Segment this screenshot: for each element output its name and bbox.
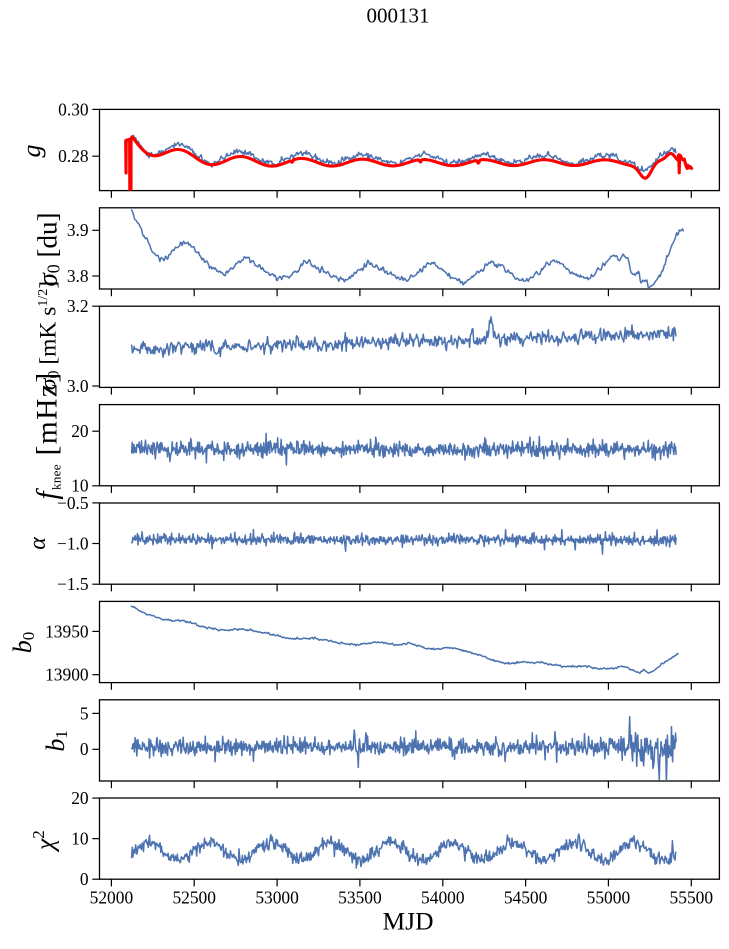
svg-text:000131: 000131 bbox=[367, 4, 430, 28]
svg-text:g: g bbox=[17, 145, 46, 158]
svg-text:α: α bbox=[25, 537, 51, 550]
svg-text:3.0: 3.0 bbox=[67, 376, 89, 396]
svg-text:52500: 52500 bbox=[172, 888, 216, 908]
svg-text:3.8: 3.8 bbox=[67, 266, 89, 286]
svg-text:55500: 55500 bbox=[670, 888, 714, 908]
svg-text:54500: 54500 bbox=[504, 888, 548, 908]
svg-text:55000: 55000 bbox=[587, 888, 631, 908]
svg-text:σ0 [mK s1/2]: σ0 [mK s1/2] bbox=[36, 281, 63, 390]
svg-text:13950: 13950 bbox=[45, 621, 89, 641]
svg-text:54000: 54000 bbox=[421, 888, 465, 908]
svg-text:0.28: 0.28 bbox=[58, 146, 89, 166]
svg-text:20: 20 bbox=[71, 421, 89, 441]
svg-text:−1.5: −1.5 bbox=[57, 574, 89, 594]
svg-text:MJD: MJD bbox=[382, 907, 433, 936]
svg-text:5: 5 bbox=[80, 703, 89, 723]
svg-text:−1.0: −1.0 bbox=[57, 533, 89, 553]
svg-text:−0.5: −0.5 bbox=[57, 493, 89, 513]
svg-text:10: 10 bbox=[71, 476, 89, 496]
svg-text:3.2: 3.2 bbox=[67, 296, 89, 316]
svg-text:χ2: χ2 bbox=[29, 830, 60, 853]
svg-text:0: 0 bbox=[80, 869, 89, 889]
svg-text:10: 10 bbox=[71, 829, 89, 849]
svg-text:3.9: 3.9 bbox=[67, 220, 89, 240]
svg-text:fknee [mHz]: fknee [mHz] bbox=[32, 371, 64, 499]
svg-text:0: 0 bbox=[80, 739, 89, 759]
svg-text:13900: 13900 bbox=[45, 665, 89, 685]
svg-text:52000: 52000 bbox=[90, 888, 134, 908]
svg-text:20: 20 bbox=[71, 788, 89, 808]
svg-text:53000: 53000 bbox=[255, 888, 299, 908]
svg-text:53500: 53500 bbox=[338, 888, 382, 908]
svg-text:σ0 [du]: σ0 [du] bbox=[33, 212, 64, 286]
svg-text:b0: b0 bbox=[8, 632, 38, 654]
svg-text:b1: b1 bbox=[41, 730, 71, 752]
svg-text:0.30: 0.30 bbox=[58, 99, 89, 119]
